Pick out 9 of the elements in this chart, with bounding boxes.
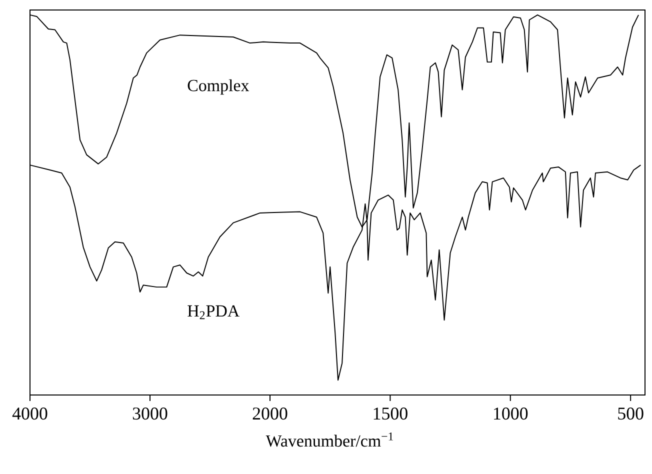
x-tick-label: 1500 [374, 408, 408, 420]
x-tick-label: 500 [618, 408, 644, 420]
x-tick-label: 4000 [12, 408, 48, 420]
x-tick-label: 1000 [494, 408, 528, 420]
x-tick-label: 3000 [132, 408, 168, 420]
x-tick-label: 2000 [252, 408, 288, 420]
x-axis-title: Wavenumber/cm$^{−1}$ [266, 432, 393, 447]
text: Complex [188, 79, 250, 95]
series-label: H$_{2}$PDA [188, 305, 240, 320]
